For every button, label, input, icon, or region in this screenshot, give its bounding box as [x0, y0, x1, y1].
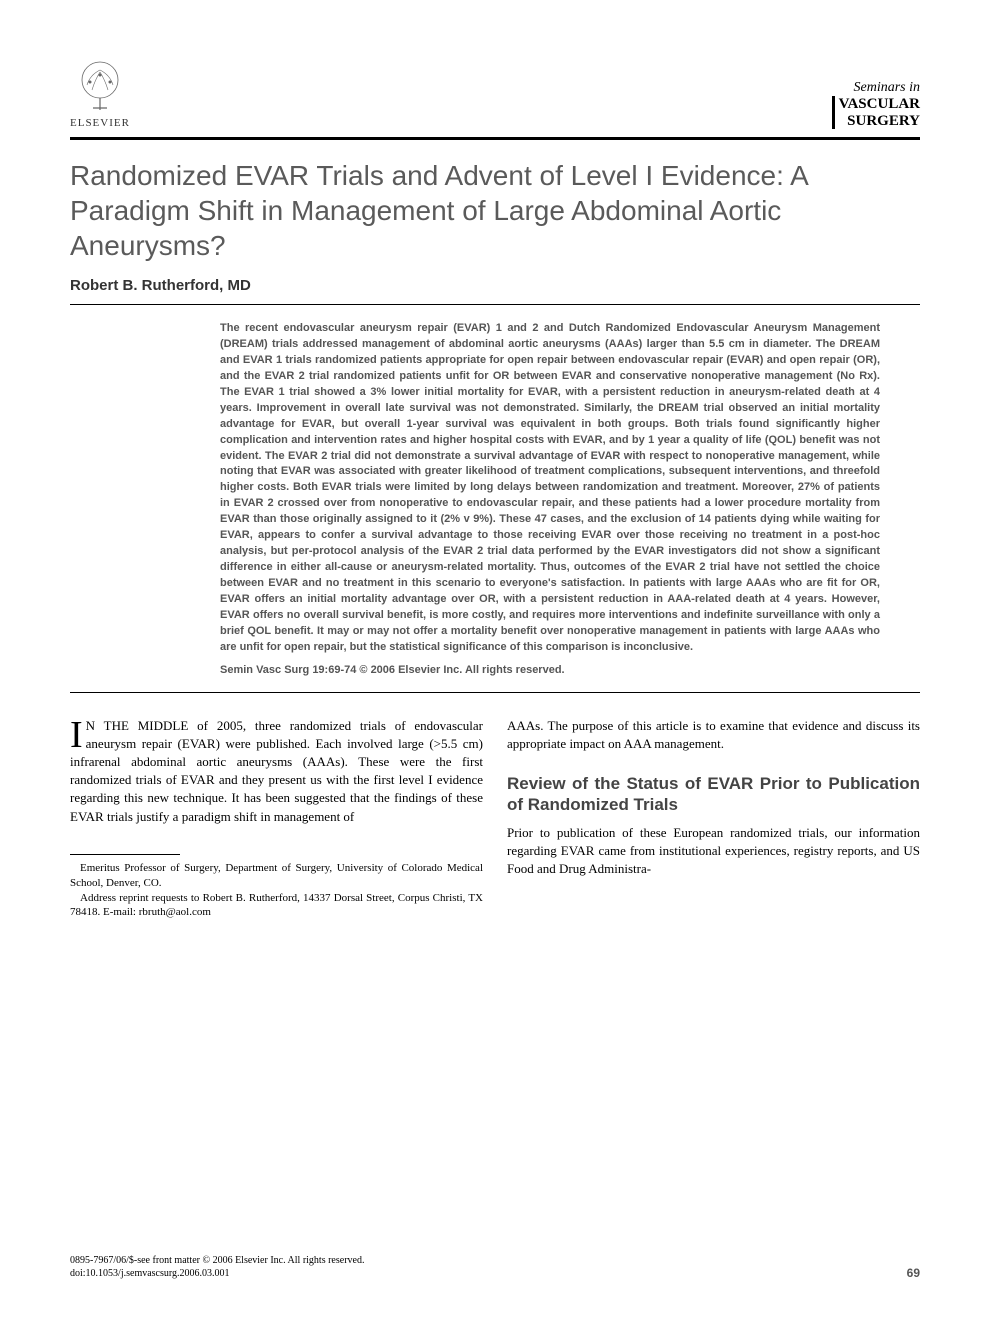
- column-left: IN THE MIDDLE of 2005, three randomized …: [70, 717, 483, 921]
- author-rule: [70, 304, 920, 305]
- elsevier-tree-icon: [75, 60, 125, 115]
- copyright-line: 0895-7967/06/$-see front matter © 2006 E…: [70, 1254, 364, 1267]
- citation-line: Semin Vasc Surg 19:69-74 © 2006 Elsevier…: [70, 662, 920, 682]
- section-heading: Review of the Status of EVAR Prior to Pu…: [507, 773, 920, 816]
- body-columns: IN THE MIDDLE of 2005, three randomized …: [70, 717, 920, 921]
- page-footer: 0895-7967/06/$-see front matter © 2006 E…: [70, 1254, 920, 1280]
- doi-line: doi:10.1053/j.semvascsurg.2006.03.001: [70, 1267, 364, 1280]
- abstract-text: The recent endovascular aneurysm repair …: [70, 315, 920, 662]
- article-title: Randomized EVAR Trials and Advent of Lev…: [70, 158, 920, 263]
- abstract-rule: [70, 692, 920, 693]
- column-right: AAAs. The purpose of this article is to …: [507, 717, 920, 921]
- header-row: ELSEVIER Seminars in VASCULAR SURGERY: [70, 60, 920, 129]
- journal-seminars-text: Seminars in: [832, 80, 920, 96]
- top-rule: [70, 137, 920, 140]
- page-number: 69: [907, 1266, 920, 1280]
- col2-para1: AAAs. The purpose of this article is to …: [507, 717, 920, 753]
- col2-para2: Prior to publication of these European r…: [507, 824, 920, 879]
- publisher-name: ELSEVIER: [70, 117, 130, 129]
- dropcap: I: [70, 717, 86, 751]
- publisher-logo: ELSEVIER: [70, 60, 130, 129]
- journal-name: VASCULAR SURGERY: [832, 96, 920, 129]
- lead-smallcaps: N THE MIDDLE: [86, 718, 189, 733]
- footer-left: 0895-7967/06/$-see front matter © 2006 E…: [70, 1254, 364, 1280]
- journal-line2: SURGERY: [847, 113, 920, 129]
- intro-text: of 2005, three randomized trials of endo…: [70, 718, 483, 824]
- footnote-reprint: Address reprint requests to Robert B. Ru…: [70, 891, 483, 921]
- footnote-affiliation: Emeritus Professor of Surgery, Departmen…: [70, 861, 483, 891]
- footnote-rule: [70, 854, 180, 855]
- journal-logo: Seminars in VASCULAR SURGERY: [832, 80, 920, 129]
- journal-line1: VASCULAR: [839, 96, 920, 112]
- intro-paragraph: IN THE MIDDLE of 2005, three randomized …: [70, 717, 483, 826]
- author-name: Robert B. Rutherford, MD: [70, 277, 920, 294]
